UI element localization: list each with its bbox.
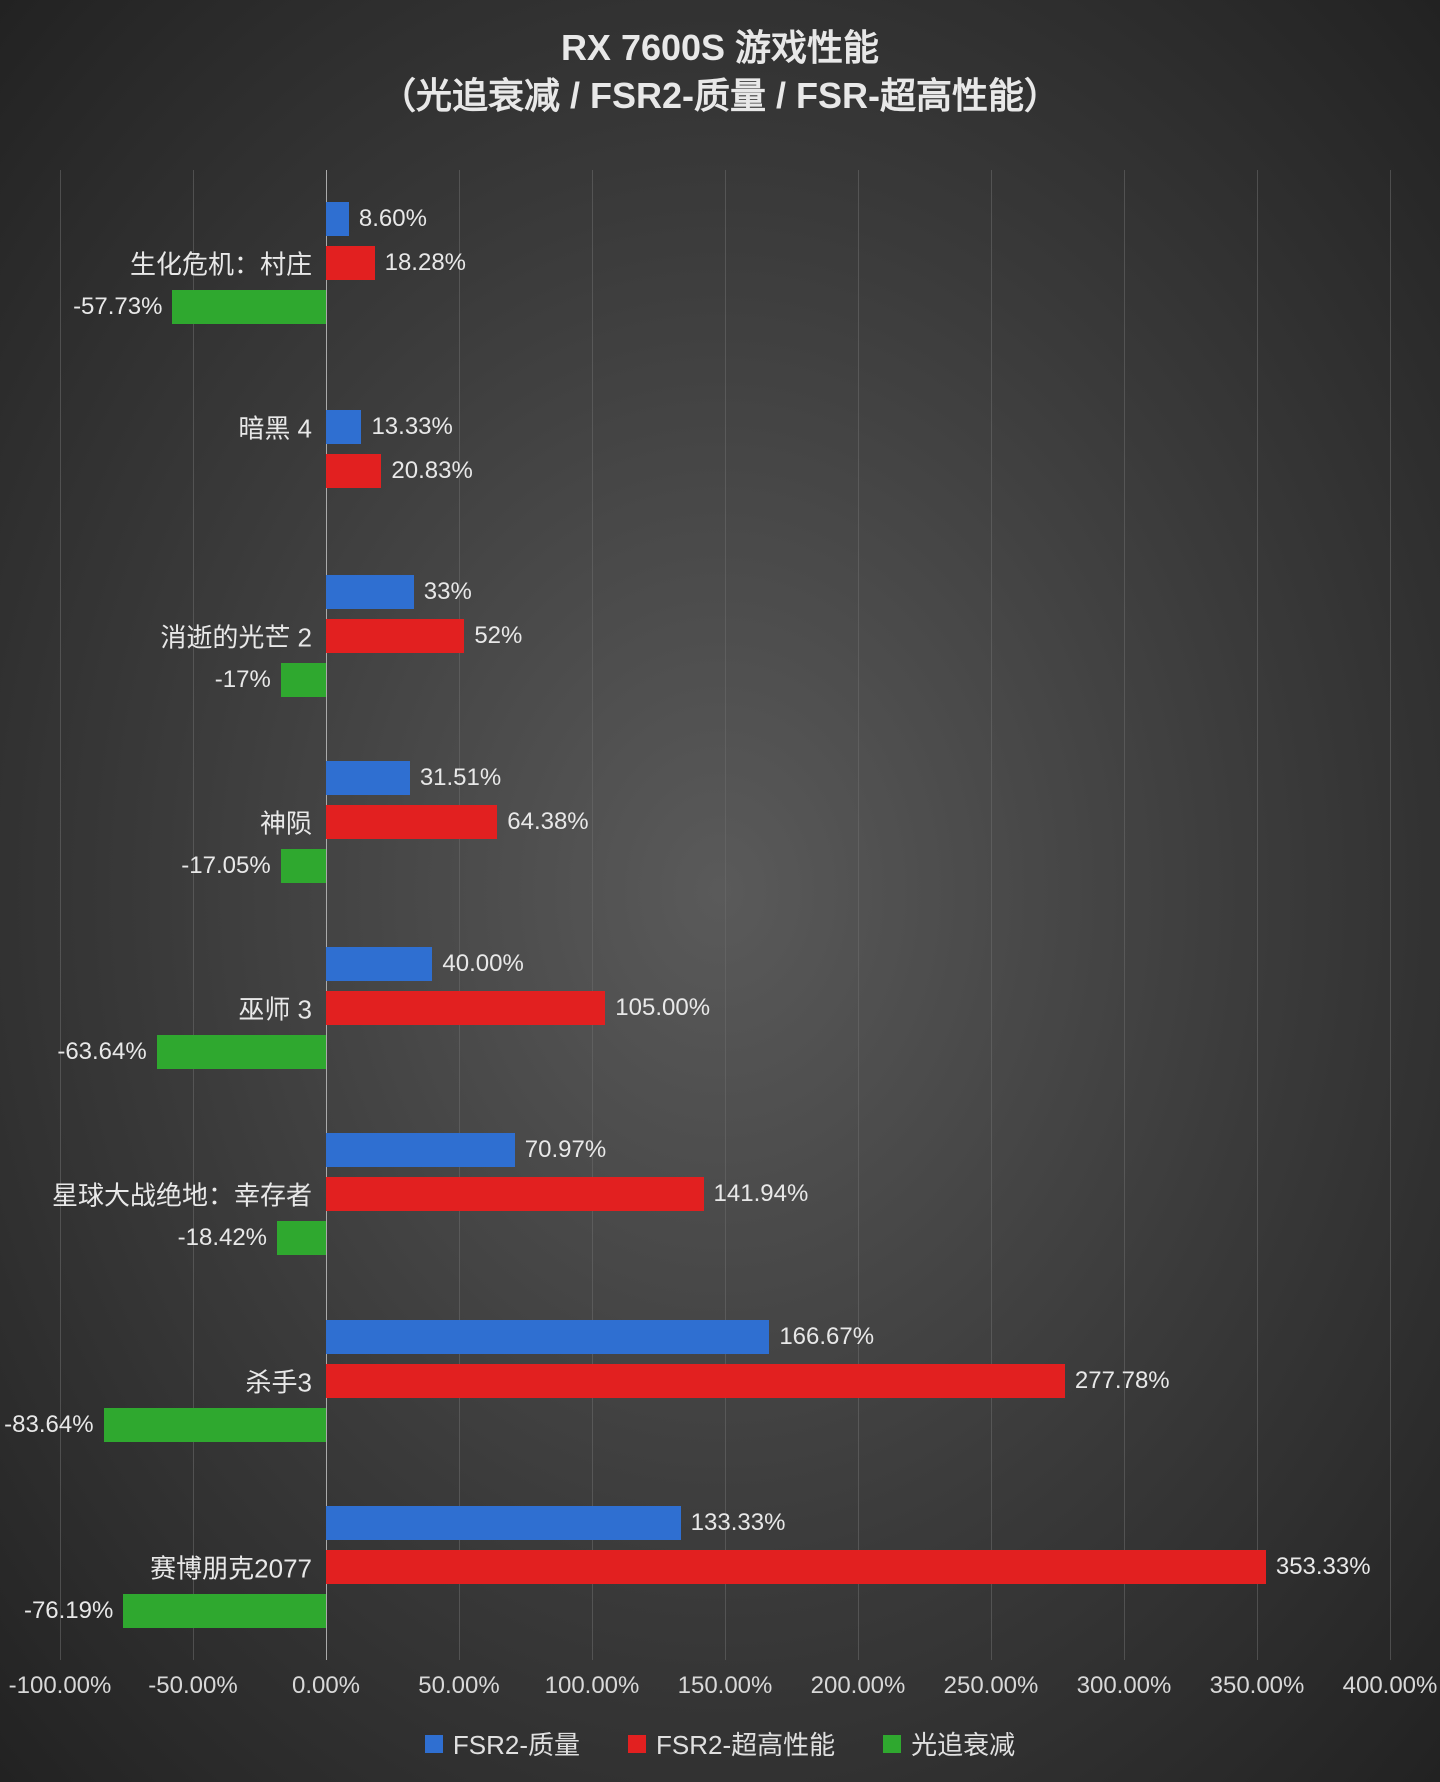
gridline xyxy=(1124,170,1125,1660)
category-label: 星球大战绝地：幸存者 xyxy=(52,1176,312,1213)
bar-fsr2_ultraperf xyxy=(326,454,381,488)
plot-area: 8.60% 18.28% -57.73% 生化危机：村庄 13.33% 20.83% 暗黑 … xyxy=(60,170,1390,1660)
bar-rt_decay xyxy=(104,1408,326,1442)
bar-value-label: -63.64% xyxy=(57,1038,146,1066)
x-tick-label: 250.00% xyxy=(944,1672,1039,1700)
bar-value-label: 13.33% xyxy=(371,413,452,441)
gridline xyxy=(725,170,726,1660)
bar-value-label: -57.73% xyxy=(73,293,162,321)
gridline xyxy=(991,170,992,1660)
category-label: 神陨 xyxy=(260,803,312,840)
bar-rt_decay xyxy=(277,1221,326,1255)
bar-fsr2_quality xyxy=(326,1320,769,1354)
axis-zero-line xyxy=(326,170,327,1660)
x-tick-label: 50.00% xyxy=(418,1672,499,1700)
chart-root: RX 7600S 游戏性能 （光追衰减 / FSR2-质量 / FSR-超高性能… xyxy=(0,0,1440,1782)
bar-value-label: -83.64% xyxy=(4,1411,93,1439)
category-label: 生化危机：村庄 xyxy=(130,245,312,282)
legend-swatch xyxy=(628,1735,646,1753)
x-tick-label: 100.00% xyxy=(545,1672,640,1700)
bar-value-label: 64.38% xyxy=(507,808,588,836)
bar-value-label: 8.60% xyxy=(359,205,427,233)
bar-value-label: 18.28% xyxy=(385,249,466,277)
x-tick-label: -50.00% xyxy=(148,1672,237,1700)
bar-rt_decay xyxy=(172,290,326,324)
x-tick-label: 300.00% xyxy=(1077,1672,1172,1700)
bar-value-label: 31.51% xyxy=(420,764,501,792)
category-label: 赛博朋克2077 xyxy=(150,1548,312,1585)
bar-value-label: 70.97% xyxy=(525,1136,606,1164)
bar-fsr2_ultraperf xyxy=(326,1364,1065,1398)
legend: FSR2-质量 FSR2-超高性能 光追衰减 xyxy=(0,1725,1440,1762)
bar-value-label: 166.67% xyxy=(779,1323,874,1351)
x-tick-label: -100.00% xyxy=(9,1672,112,1700)
gridline xyxy=(1257,170,1258,1660)
bar-fsr2_ultraperf xyxy=(326,805,497,839)
bar-value-label: -17.05% xyxy=(181,852,270,880)
bar-rt_decay xyxy=(281,849,326,883)
gridline xyxy=(858,170,859,1660)
bar-fsr2_ultraperf xyxy=(326,991,605,1025)
bar-fsr2_quality xyxy=(326,1133,515,1167)
bar-fsr2_quality xyxy=(326,1506,681,1540)
bar-fsr2_quality xyxy=(326,410,361,444)
bar-fsr2_ultraperf xyxy=(326,619,464,653)
chart-title-line1: RX 7600S 游戏性能 xyxy=(0,24,1440,72)
bar-fsr2_quality xyxy=(326,575,414,609)
chart-title-line2: （光追衰减 / FSR2-质量 / FSR-超高性能） xyxy=(0,72,1440,120)
legend-label: FSR2-质量 xyxy=(453,1725,580,1762)
legend-item: FSR2-超高性能 xyxy=(628,1725,835,1762)
bar-fsr2_quality xyxy=(326,761,410,795)
bar-rt_decay xyxy=(281,663,326,697)
gridline xyxy=(592,170,593,1660)
bar-value-label: 353.33% xyxy=(1276,1553,1371,1581)
bar-value-label: 141.94% xyxy=(714,1180,809,1208)
bar-fsr2_ultraperf xyxy=(326,1550,1266,1584)
category-label: 杀手3 xyxy=(246,1362,312,1399)
gridline xyxy=(1390,170,1391,1660)
chart-title: RX 7600S 游戏性能 （光追衰减 / FSR2-质量 / FSR-超高性能… xyxy=(0,24,1440,120)
bar-rt_decay xyxy=(123,1594,326,1628)
legend-swatch xyxy=(425,1735,443,1753)
bar-value-label: -18.42% xyxy=(178,1224,267,1252)
bar-value-label: 52% xyxy=(474,622,522,650)
bar-fsr2_quality xyxy=(326,947,432,981)
bar-rt_decay xyxy=(157,1035,326,1069)
x-tick-label: 200.00% xyxy=(811,1672,906,1700)
legend-label: 光追衰减 xyxy=(911,1725,1015,1762)
bar-fsr2_quality xyxy=(326,202,349,236)
x-tick-label: 400.00% xyxy=(1343,1672,1438,1700)
category-label: 消逝的光芒 2 xyxy=(160,617,312,654)
bar-fsr2_ultraperf xyxy=(326,1177,704,1211)
bar-value-label: 40.00% xyxy=(442,950,523,978)
x-tick-label: 150.00% xyxy=(678,1672,773,1700)
legend-item: 光追衰减 xyxy=(883,1725,1015,1762)
x-tick-label: 0.00% xyxy=(292,1672,360,1700)
bar-value-label: -76.19% xyxy=(24,1597,113,1625)
legend-swatch xyxy=(883,1735,901,1753)
bar-fsr2_ultraperf xyxy=(326,246,375,280)
bar-value-label: 277.78% xyxy=(1075,1367,1170,1395)
bar-value-label: 133.33% xyxy=(691,1509,786,1537)
x-tick-label: 350.00% xyxy=(1210,1672,1305,1700)
legend-item: FSR2-质量 xyxy=(425,1725,580,1762)
bar-value-label: 33% xyxy=(424,578,472,606)
bar-value-label: 105.00% xyxy=(615,994,710,1022)
category-label: 巫师 3 xyxy=(238,990,312,1027)
category-label: 暗黑 4 xyxy=(238,409,312,446)
legend-label: FSR2-超高性能 xyxy=(656,1725,835,1762)
gridline xyxy=(459,170,460,1660)
bar-value-label: 20.83% xyxy=(391,457,472,485)
bar-value-label: -17% xyxy=(215,666,271,694)
